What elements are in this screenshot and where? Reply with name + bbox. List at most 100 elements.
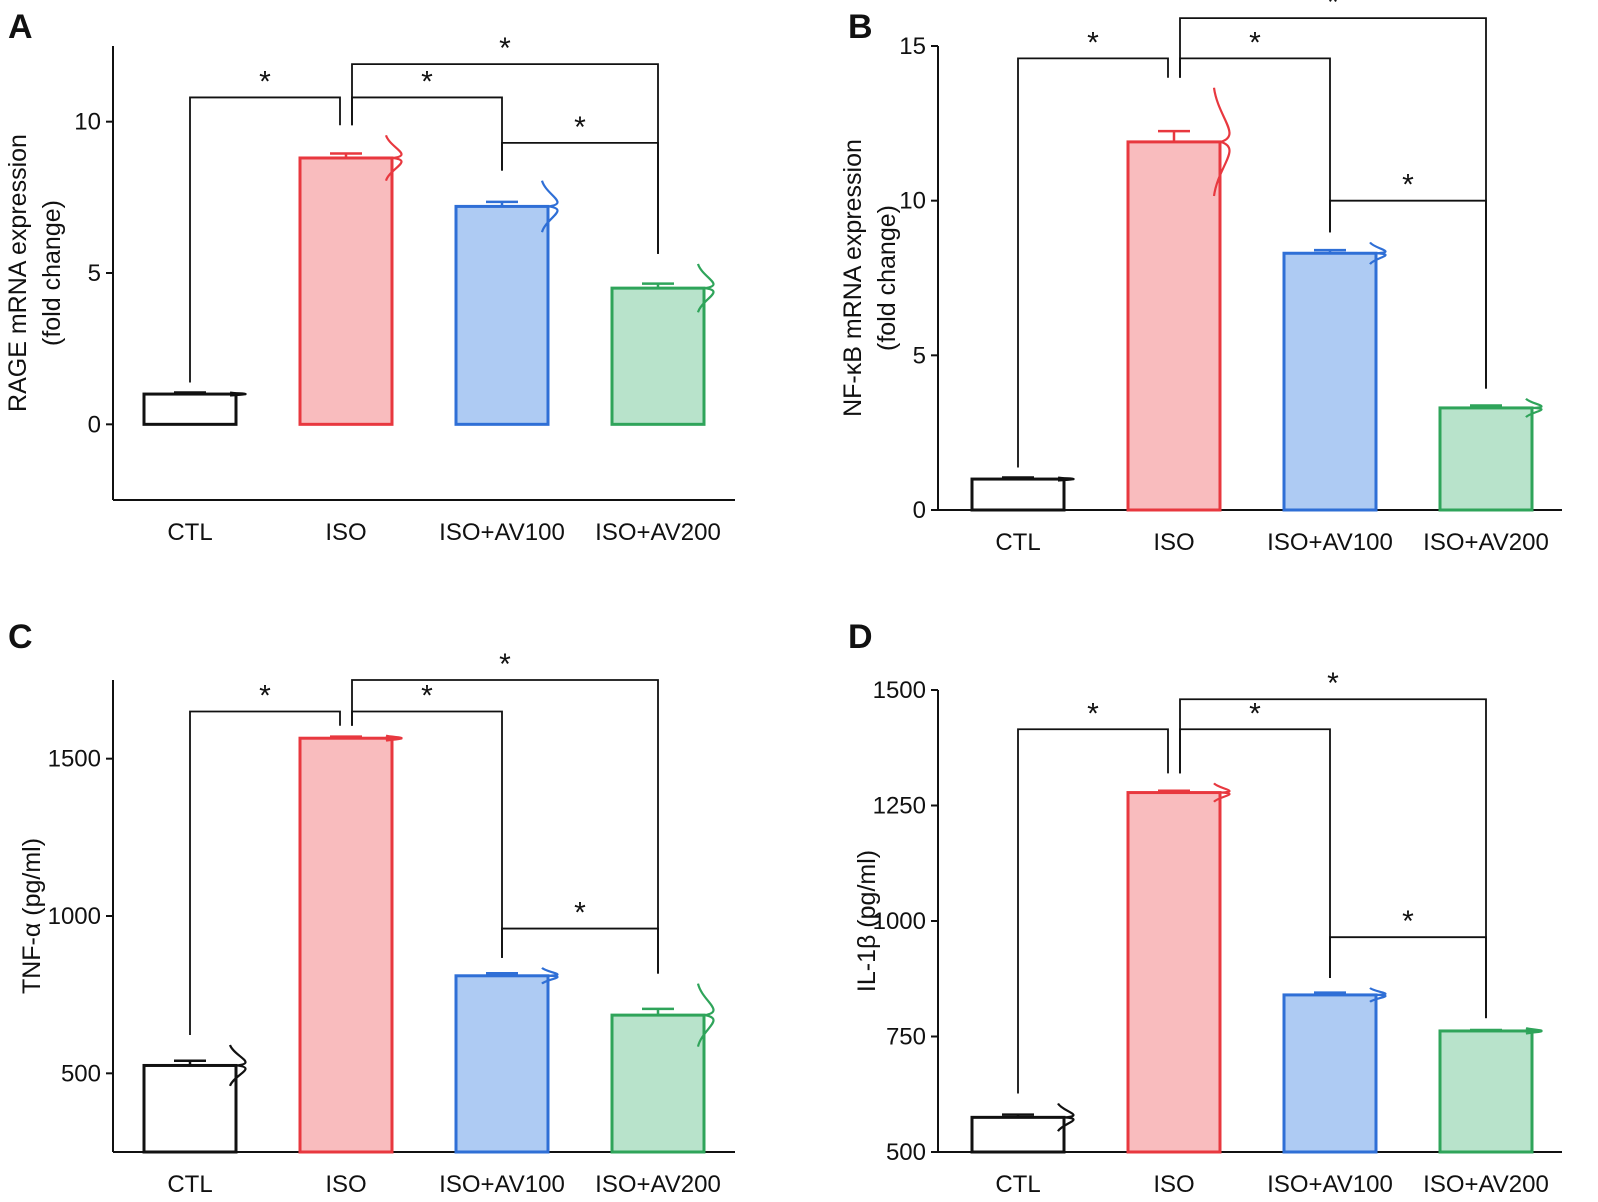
significance-bracket — [189, 96, 341, 383]
y-tick-label: 5 — [913, 342, 926, 369]
bar-ctl — [970, 1115, 1066, 1154]
bar-iso-av100 — [1282, 251, 1378, 512]
distribution-curve — [1525, 397, 1543, 419]
y-axis-title-line1: NF-κB mRNA expression — [839, 139, 867, 417]
error-bar — [1158, 789, 1190, 793]
significance-bracket — [351, 679, 659, 974]
y-tick-label: 5 — [88, 260, 101, 287]
x-category-label: ISO — [325, 519, 366, 546]
significance-star: * — [499, 648, 511, 681]
bar-ctl — [970, 477, 1066, 512]
significance-bracket — [1329, 936, 1487, 1019]
significance-star: * — [574, 897, 586, 930]
chart-panel-a: A 0 5 10 RAGE mRNA expression (fold change) CT… — [4, 8, 735, 546]
significance-star: * — [1402, 905, 1414, 938]
error-bar — [642, 1007, 674, 1016]
y-tick-label: 1250 — [873, 793, 926, 820]
error-bar — [1158, 129, 1190, 142]
error-bar — [1314, 991, 1346, 995]
distribution-curve — [1213, 782, 1231, 803]
chart-panel-c: C 500 1000 1500 TNF-α (pg/ml) CTL ISO ISO+AV100… — [8, 618, 735, 1198]
significance-star: * — [1402, 169, 1414, 202]
distribution-curve — [696, 263, 715, 313]
error-bar — [486, 972, 518, 976]
chart-panel-b: B 0 5 10 15 NF-κB mRNA expression (fold change… — [839, 0, 1562, 556]
x-category-label: ISO — [1153, 1171, 1194, 1198]
significance-bracket — [1329, 199, 1487, 389]
significance-star: * — [421, 679, 433, 712]
y-tick-label: 1500 — [48, 746, 101, 773]
error-bar — [1002, 476, 1034, 480]
significance-bracket — [1017, 57, 1169, 468]
significance-star: * — [574, 111, 586, 144]
x-category-label: CTL — [167, 519, 212, 546]
x-category-label: ISO+AV200 — [1423, 1171, 1549, 1198]
bar-iso — [298, 156, 394, 426]
bar-ctl — [142, 1063, 238, 1154]
y-tick-label: 750 — [886, 1024, 926, 1051]
distribution-curve — [1212, 87, 1231, 197]
error-bar — [1470, 1028, 1502, 1032]
error-bar — [330, 152, 362, 158]
x-category-label: ISO+AV200 — [595, 1171, 721, 1198]
x-category-label: ISO+AV200 — [595, 519, 721, 546]
y-tick-label: 10 — [74, 109, 101, 136]
bar-iso — [298, 736, 394, 1154]
bar-ctl — [142, 392, 238, 426]
y-tick-label: 1000 — [873, 908, 926, 935]
distribution-curve — [1525, 1027, 1543, 1035]
bar-iso-av100 — [1282, 993, 1378, 1154]
significance-bracket — [1179, 698, 1487, 1019]
distribution-curve — [1057, 476, 1075, 482]
bar-iso-av200 — [1438, 1029, 1534, 1154]
distribution-curve — [228, 1044, 247, 1087]
distribution-curve — [540, 180, 559, 233]
x-category-label: CTL — [995, 529, 1040, 556]
x-category-label: ISO+AV100 — [439, 1171, 565, 1198]
bar-iso — [1126, 140, 1222, 512]
error-bar — [1002, 1113, 1034, 1118]
significance-star: * — [259, 65, 271, 98]
y-tick-label: 0 — [913, 497, 926, 524]
x-category-label: ISO — [1153, 529, 1194, 556]
y-tick-label: 1500 — [873, 677, 926, 704]
panel-letter: D — [848, 618, 873, 656]
distribution-curve — [1369, 987, 1387, 1003]
y-axis-title-line1: RAGE mRNA expression — [4, 134, 32, 412]
y-tick-label: 500 — [61, 1060, 101, 1087]
error-bar — [174, 391, 206, 395]
distribution-curve — [1369, 241, 1387, 265]
significance-bracket — [1017, 728, 1169, 1094]
significance-star: * — [1087, 697, 1099, 730]
error-bar — [1314, 248, 1346, 254]
distribution-curve — [1057, 1102, 1075, 1132]
significance-bracket — [501, 141, 659, 254]
panel-letter: B — [848, 8, 873, 46]
error-bar — [174, 1059, 206, 1066]
panel-letter: C — [8, 618, 33, 656]
distribution-curve — [385, 734, 403, 742]
significance-bracket — [501, 927, 659, 974]
error-bar — [642, 282, 674, 289]
y-tick-label: 10 — [899, 188, 926, 215]
distribution-curve — [384, 134, 403, 182]
distribution-curve — [229, 391, 247, 397]
bar-iso-av200 — [610, 1013, 706, 1154]
y-tick-label: 1000 — [48, 903, 101, 930]
y-tick-label: 500 — [886, 1139, 926, 1166]
significance-star: * — [1327, 0, 1339, 19]
y-axis-title: TNF-α (pg/ml) — [18, 838, 46, 994]
x-category-label: CTL — [167, 1171, 212, 1198]
error-bar — [1470, 404, 1502, 408]
significance-star: * — [1249, 26, 1261, 59]
x-category-label: CTL — [995, 1171, 1040, 1198]
significance-bracket — [189, 710, 341, 1036]
chart-panel-d: D 500 750 1000 1250 1500 IL-1β (pg/ml) CTL ISO IS… — [848, 618, 1562, 1198]
y-axis-title-line2: (fold change) — [873, 205, 901, 351]
bar-iso — [1126, 791, 1222, 1154]
significance-star: * — [499, 32, 511, 65]
x-category-label: ISO+AV100 — [1267, 1171, 1393, 1198]
significance-star: * — [421, 65, 433, 98]
x-category-label: ISO — [325, 1171, 366, 1198]
